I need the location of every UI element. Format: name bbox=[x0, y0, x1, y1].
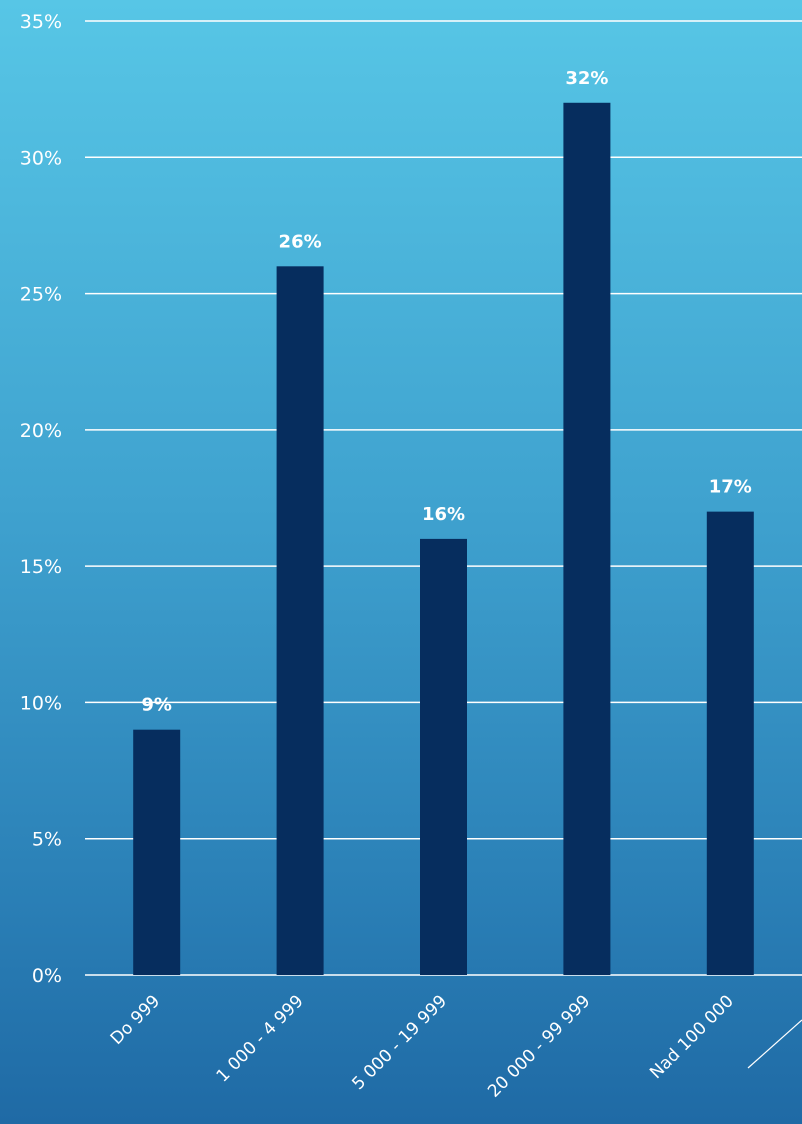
data-label: 16% bbox=[422, 504, 465, 525]
data-label: 9% bbox=[141, 695, 172, 716]
data-label: 26% bbox=[279, 231, 322, 252]
data-label: 32% bbox=[565, 68, 608, 89]
bar bbox=[563, 102, 611, 976]
y-tick-label: 10% bbox=[20, 692, 62, 714]
category-label: 1 000 - 4 999 bbox=[213, 991, 308, 1086]
bar bbox=[276, 266, 324, 975]
y-tick-label: 35% bbox=[20, 11, 62, 33]
bar bbox=[706, 511, 754, 975]
y-tick-label: 0% bbox=[32, 965, 62, 987]
bar bbox=[133, 729, 181, 975]
y-tick-label: 30% bbox=[20, 147, 62, 169]
category-label: 20 000 - 99 999 bbox=[484, 991, 594, 1101]
data-labels: 9% 26% 16% 32% 17% bbox=[141, 68, 751, 716]
category-label: Do 999 bbox=[107, 991, 165, 1049]
x-axis-category-labels: Do 999 1 000 - 4 999 5 000 - 19 999 20 000 … bbox=[107, 991, 738, 1101]
data-label: 17% bbox=[709, 477, 752, 498]
y-tick-label: 5% bbox=[32, 829, 62, 851]
category-label: 5 000 - 19 999 bbox=[348, 991, 451, 1094]
decorative-diagonal-line bbox=[747, 1019, 802, 1069]
y-tick-label: 20% bbox=[20, 420, 62, 442]
bars bbox=[133, 102, 754, 976]
y-axis-tick-labels: 0% 5% 10% 15% 20% 25% 30% 35% bbox=[20, 11, 62, 987]
category-label: Nad 100 000 bbox=[646, 991, 738, 1083]
y-tick-label: 25% bbox=[20, 284, 62, 306]
bar bbox=[420, 538, 467, 975]
y-tick-label: 15% bbox=[20, 556, 62, 578]
